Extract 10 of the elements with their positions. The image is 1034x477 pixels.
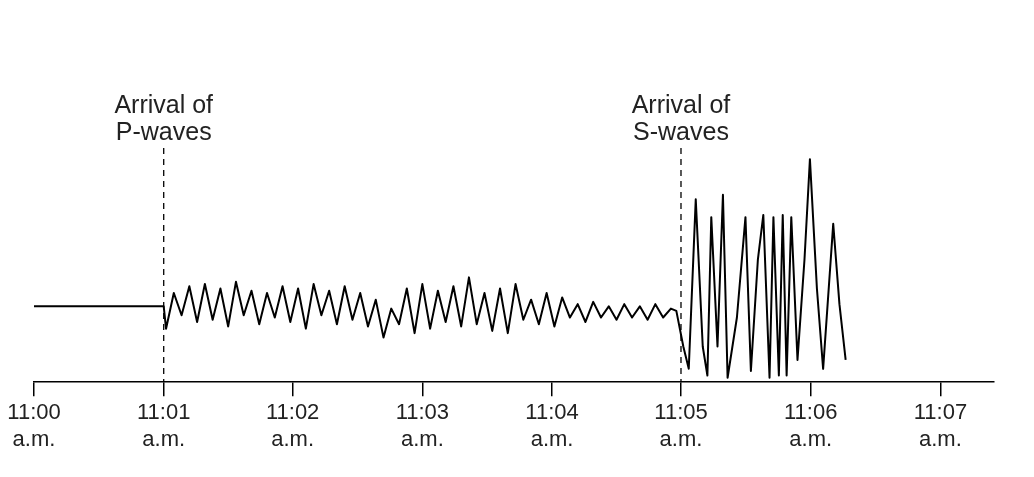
ref-line-label: Arrival of P-waves bbox=[114, 90, 214, 145]
x-tick-label: 11:06 a.m. bbox=[783, 399, 838, 451]
x-tick-label: 11:07 a.m. bbox=[913, 399, 968, 451]
x-tick-label: 11:00 a.m. bbox=[7, 399, 61, 451]
ref-line-label: Arrival of S-waves bbox=[631, 90, 731, 145]
x-tick-label: 11:04 a.m. bbox=[525, 399, 579, 451]
x-tick-label: 11:01 a.m. bbox=[137, 399, 191, 451]
x-tick-label: 11:05 a.m. bbox=[654, 399, 708, 451]
x-tick-label: 11:02 a.m. bbox=[265, 399, 320, 451]
x-tick-label: 11:03 a.m. bbox=[395, 399, 450, 451]
